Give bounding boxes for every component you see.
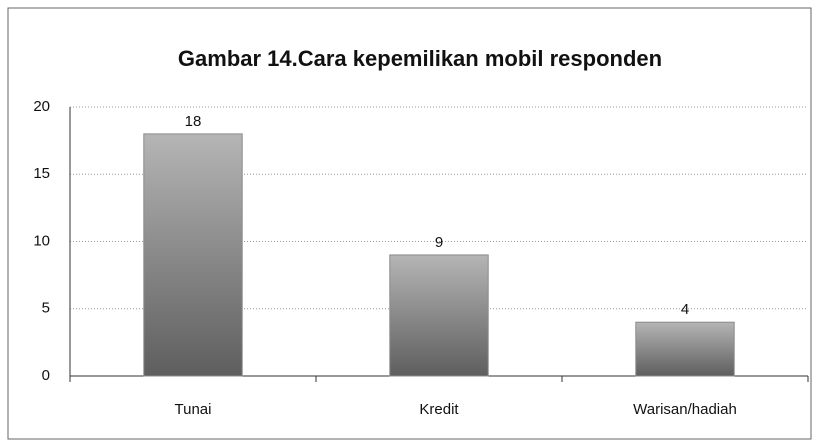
data-label: 9 [435,234,443,251]
y-tick-label: 5 [42,300,50,317]
x-tick-label: Warisan/hadiah [633,401,737,418]
x-tick-label: Tunai [175,401,212,418]
bar [389,254,489,377]
y-tick-label: 0 [42,367,50,384]
y-tick-label: 10 [33,232,50,249]
x-tick-label: Kredit [419,401,459,418]
bar [143,133,243,377]
data-label: 18 [185,113,202,130]
data-label: 4 [681,301,689,318]
bar [635,321,735,377]
y-tick-label: 20 [33,98,50,115]
y-tick-label: 15 [33,165,50,182]
chart-title: Gambar 14.Cara kepemilikan mobil respond… [178,46,662,71]
